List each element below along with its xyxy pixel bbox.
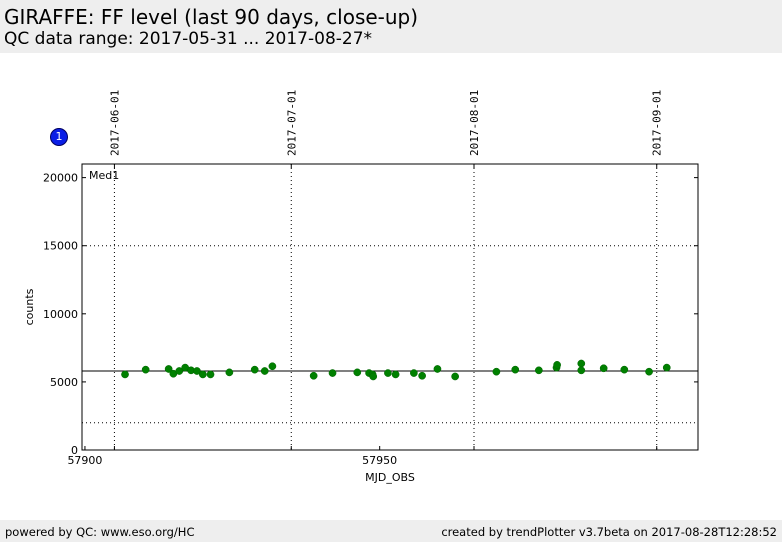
data-point [577,366,586,375]
data-point [206,370,215,379]
data-point [451,372,459,381]
data-point [198,370,207,379]
date-tick-label: 2017-06-01 [108,90,121,156]
data-point [410,369,418,377]
data-point [175,367,184,375]
median-annotation: Med1 [89,169,119,182]
y-tick-label: 15000 [43,240,78,253]
data-point [193,367,201,375]
data-point [328,369,337,377]
data-point [309,371,318,380]
axis-layer: 2017-06-01 2017-07-01 2017-08-01 2017-09-01… [43,90,698,467]
data-point [384,369,392,377]
data-point [492,367,501,376]
y-tick-label: 10000 [43,308,78,321]
data-point [511,365,520,374]
data-point [577,359,586,368]
footer-credit: powered by QC: www.eso.org/HC [5,525,195,539]
data-points [121,359,671,381]
data-point [599,364,608,373]
y-tick-label: 0 [71,444,78,457]
page-title: GIRAFFE: FF level (last 90 days, close-u… [4,5,419,29]
data-point [121,370,129,379]
data-point [418,371,426,380]
data-point [268,362,277,371]
data-point [353,368,362,377]
data-point [225,368,234,377]
data-point [553,361,561,369]
data-point [433,365,442,373]
y-tick-label: 5000 [50,376,78,389]
plot-number-badge[interactable]: 1 [50,128,68,146]
header-bar: GIRAFFE: FF level (last 90 days, close-u… [0,0,782,53]
data-point [141,365,150,374]
ff-level-scatter-chart: 2017-06-01 2017-07-01 2017-08-01 2017-09-01… [23,90,699,484]
footer-generator: created by trendPlotter v3.7beta on 2017… [441,525,777,539]
data-point [534,366,543,375]
date-tick-label: 2017-07-01 [285,90,298,156]
x-axis-label: MJD_OBS [365,471,415,484]
data-point [164,365,173,373]
page-subtitle: QC data range: 2017-05-31 ... 2017-08-27… [4,29,373,49]
data-point [250,365,259,374]
date-tick-label: 2017-09-01 [651,90,664,156]
y-axis-label: counts [23,288,36,325]
data-point [620,365,629,374]
data-point [369,372,378,381]
x-tick-label: 57900 [67,454,102,467]
data-point [391,370,400,379]
data-point [645,367,653,376]
data-point [662,363,671,372]
y-tick-label: 20000 [43,172,78,185]
plot-area [81,163,699,451]
x-tick-label: 57950 [362,454,397,467]
footer-bar: powered by QC: www.eso.org/HC created by… [0,520,782,542]
date-tick-label: 2017-08-01 [468,90,481,156]
data-point [260,367,269,375]
